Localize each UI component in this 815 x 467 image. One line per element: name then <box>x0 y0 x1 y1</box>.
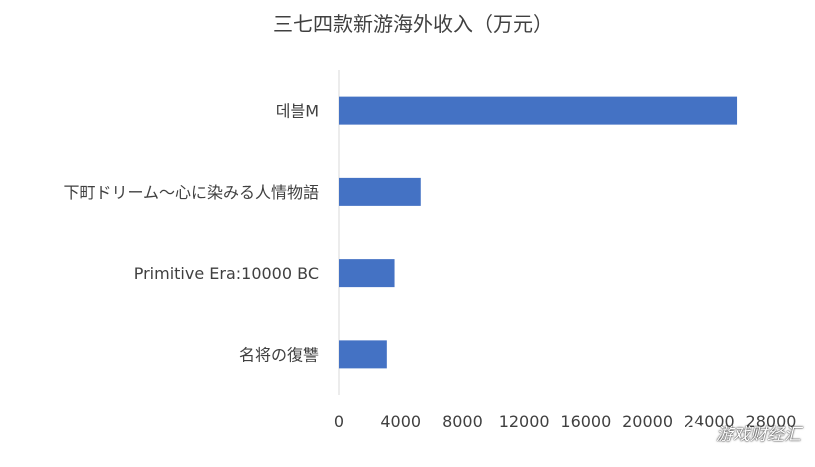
chart-title: 三七四款新游海外收入（万元） <box>273 12 553 36</box>
bar-3 <box>339 340 387 369</box>
x-tick-label-5: 20000 <box>622 412 673 431</box>
bars-group <box>339 96 738 369</box>
x-tick-label-7: 28000 <box>746 412 797 431</box>
x-tick-label-2: 8000 <box>442 412 483 431</box>
x-tick-label-0: 0 <box>334 412 344 431</box>
category-label-3: 名将の復讐 <box>239 345 319 364</box>
category-label-2: Primitive Era:10000 BC <box>134 264 319 283</box>
category-label-1: 下町ドリーム～心に染みる人情物語 <box>63 183 319 202</box>
wechat-icon <box>684 422 709 442</box>
watermark-text: 游戏财经汇 <box>716 425 801 445</box>
x-tick-label-6: 24000 <box>684 412 735 431</box>
category-labels: 데블M 下町ドリーム～心に染みる人情物語 Primitive Era:10000 B… <box>63 102 319 365</box>
x-tick-labels: 0 4000 8000 12000 16000 20000 24000 28000 <box>334 412 797 431</box>
category-label-0: 데블M <box>276 102 319 121</box>
bar-2 <box>339 259 395 288</box>
x-tick-label-1: 4000 <box>380 412 421 431</box>
x-tick-label-4: 16000 <box>560 412 611 431</box>
bar-1 <box>339 177 421 206</box>
bar-0 <box>339 96 738 125</box>
x-tick-label-3: 12000 <box>499 412 550 431</box>
watermark: 游戏财经汇 <box>684 420 801 445</box>
